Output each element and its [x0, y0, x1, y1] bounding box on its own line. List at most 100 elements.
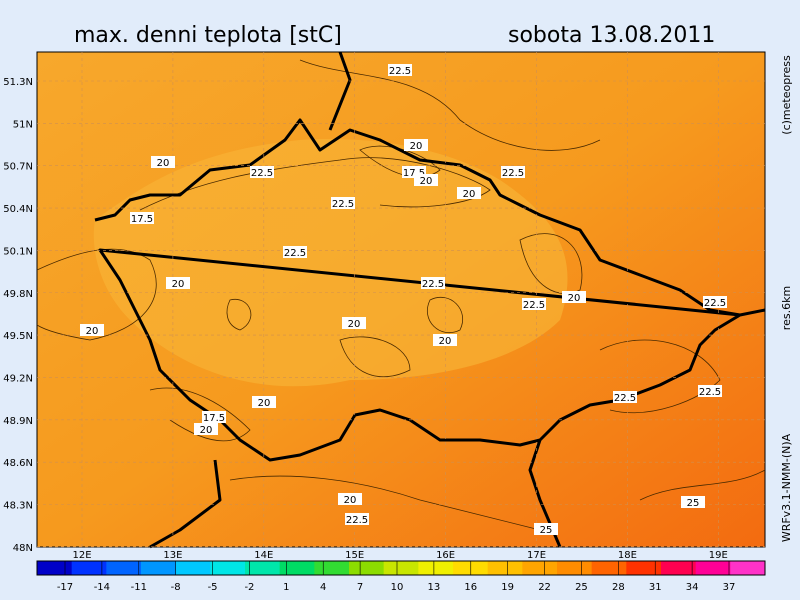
- contour-label-box: [703, 296, 727, 308]
- lat-label: 48.9N: [3, 416, 33, 427]
- colorbar-segment: [557, 561, 593, 575]
- contour-label-box: [613, 391, 637, 403]
- contour-label: 17.5: [203, 413, 225, 424]
- contour-label-box: [433, 334, 457, 346]
- contour-label: 17.5: [131, 214, 153, 225]
- model-label: WRFv3.1-NMM-(N)A: [780, 433, 793, 542]
- lat-label: 49.8N: [3, 289, 33, 300]
- lat-label: 50.1N: [3, 246, 33, 257]
- contour-label: 22.5: [523, 300, 545, 311]
- colorbar-frame: [36, 560, 766, 576]
- contour-label: 25: [687, 498, 700, 509]
- colorbar-tick-label: -8: [171, 582, 181, 593]
- colorbar-tick-label: 37: [723, 582, 736, 593]
- contour-label-box: [562, 291, 586, 303]
- contour-label: 20: [258, 398, 271, 409]
- lon-label: 15E: [345, 550, 364, 561]
- contour-label-box: [252, 396, 276, 408]
- colorbar-segment: [279, 561, 315, 575]
- colorbar-segment: [730, 561, 766, 575]
- contour-label: 20: [344, 495, 357, 506]
- contour-label-box: [338, 493, 362, 505]
- colorbar-segment: [418, 561, 454, 575]
- colorbar-segment: [37, 561, 73, 575]
- contour-label: 20: [439, 336, 452, 347]
- colorbar-tick-label: -5: [208, 582, 218, 593]
- colorbar-segment: [661, 561, 697, 575]
- lon-label: 17E: [527, 550, 546, 561]
- colorbar-tick-label: 1: [283, 582, 289, 593]
- contour-label-box: [283, 246, 307, 258]
- credit: (c)meteopress: [780, 55, 793, 135]
- contour-label-box: [534, 523, 558, 535]
- colorbar-segment: [314, 561, 350, 575]
- colorbar-segment: [175, 561, 211, 575]
- contour-label-box: [698, 385, 722, 397]
- lon-label: 12E: [72, 550, 91, 561]
- contour-label: 20: [172, 279, 185, 290]
- lat-label: 50.7N: [3, 162, 33, 173]
- contour-label-box: [166, 277, 190, 289]
- lon-label: 18E: [618, 550, 637, 561]
- colorbar-segment: [71, 561, 107, 575]
- colorbar-tick-label: 22: [538, 582, 551, 593]
- colorbar-segment: [141, 561, 177, 575]
- colorbar: -17 -14 -11 -8 -5 -2 1 4 7 10 13 16 19 22 25 28 31 34 37: [36, 560, 766, 593]
- colorbar-tick-label: 10: [391, 582, 404, 593]
- contour-label-box: [202, 411, 226, 423]
- contour-label: 20: [200, 425, 213, 436]
- lat-label: 50.4N: [3, 204, 33, 215]
- contour-label-box: [421, 277, 445, 289]
- contour-label: 17.5: [403, 168, 425, 179]
- colorbar-segment: [626, 561, 662, 575]
- colorbar-segment: [591, 561, 627, 575]
- colorbar-tick-label: 13: [428, 582, 441, 593]
- lat-label: 51.3N: [3, 77, 33, 88]
- contour-label: 22.5: [704, 298, 726, 309]
- contour-label: 22.5: [251, 168, 273, 179]
- title: max. denni teplota [stC]: [74, 23, 342, 48]
- contour-label-box: [522, 298, 546, 310]
- map-area: [36, 51, 766, 549]
- contour-label: 22.5: [502, 168, 524, 179]
- colorbar-tick-label: 25: [575, 582, 588, 593]
- lon-label: 19E: [709, 550, 728, 561]
- contour-label: 20: [420, 176, 433, 187]
- contour-label: 22.5: [699, 387, 721, 398]
- contour-label: 22.5: [284, 248, 306, 259]
- colorbar-segment: [383, 561, 419, 575]
- contour-label-box: [342, 317, 366, 329]
- contour-label-box: [388, 64, 412, 76]
- lon-label: 13E: [163, 550, 182, 561]
- latitude-labels: 51.3N 51N 50.7N 50.4N 50.1N 49.8N 49.5N 49.2N 48…: [3, 77, 765, 554]
- lat-label: 48.3N: [3, 501, 33, 512]
- cooler-area: [93, 139, 568, 387]
- contour-label: 20: [463, 189, 476, 200]
- colorbar-segment: [522, 561, 558, 575]
- contour-label: 20: [410, 141, 423, 152]
- lat-label: 48N: [13, 543, 33, 554]
- contour-label: 22.5: [614, 393, 636, 404]
- lon-label: 16E: [436, 550, 455, 561]
- colorbar-tick-label: 31: [649, 582, 662, 593]
- contours: [36, 59, 766, 531]
- contour-label-box: [681, 496, 705, 508]
- contour-label-box: [414, 174, 438, 186]
- contour-label-box: [457, 187, 481, 199]
- colorbar-segment: [487, 561, 523, 575]
- country-borders: [94, 51, 766, 549]
- lat-label: 51N: [13, 119, 33, 130]
- contour-label-box: [194, 423, 218, 435]
- contour-label: 20: [568, 293, 581, 304]
- contour-label: 25: [540, 525, 553, 536]
- contour-label-box: [345, 513, 369, 525]
- contour-label: 20: [348, 319, 361, 330]
- lon-label: 14E: [254, 550, 273, 561]
- contour-label-box: [130, 212, 154, 224]
- colorbar-tick-label: 16: [464, 582, 477, 593]
- colorbar-tick-label: 28: [612, 582, 625, 593]
- contour-label-box: [404, 139, 428, 151]
- colorbar-segment: [245, 561, 281, 575]
